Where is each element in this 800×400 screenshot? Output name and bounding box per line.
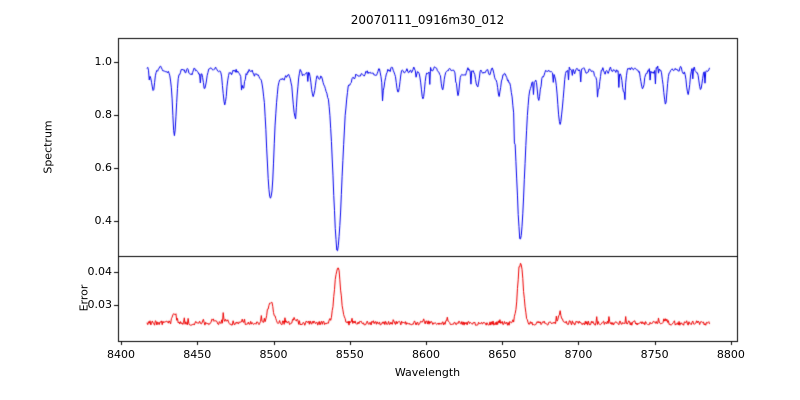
chart-title: 20070111_0916m30_012 xyxy=(350,13,505,27)
spectrum-y-axis-label: Spectrum xyxy=(41,120,55,174)
x-axis-label: Wavelength xyxy=(394,366,461,379)
error-y-axis-label: Error xyxy=(77,284,91,312)
